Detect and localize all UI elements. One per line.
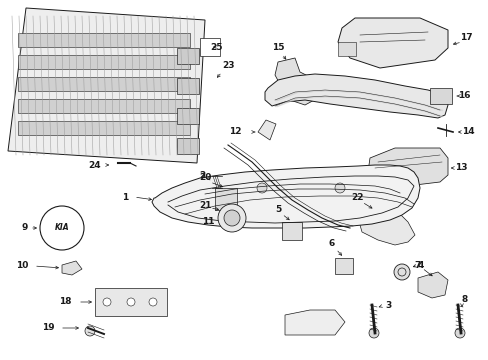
Polygon shape [258,120,275,140]
Text: 8: 8 [461,296,468,305]
Polygon shape [18,55,190,69]
Circle shape [368,328,378,338]
Text: 13: 13 [454,163,467,172]
Circle shape [393,264,409,280]
Text: 20: 20 [199,174,211,183]
Text: 10: 10 [16,261,28,270]
Circle shape [334,183,345,193]
Text: 19: 19 [42,324,55,333]
FancyBboxPatch shape [282,222,302,240]
Text: 24: 24 [88,161,101,170]
Text: 5: 5 [274,206,281,215]
FancyBboxPatch shape [429,88,451,104]
Polygon shape [62,261,82,275]
Circle shape [85,326,95,336]
FancyBboxPatch shape [177,48,199,64]
Circle shape [224,210,240,226]
Text: 25: 25 [209,42,222,51]
Polygon shape [18,99,190,113]
Circle shape [103,298,111,306]
FancyBboxPatch shape [334,258,352,274]
Polygon shape [337,18,447,68]
Polygon shape [8,8,204,163]
Polygon shape [264,74,447,118]
Text: 23: 23 [222,60,234,69]
Text: 9: 9 [21,224,28,233]
FancyBboxPatch shape [177,138,199,154]
Polygon shape [18,121,190,135]
FancyBboxPatch shape [337,42,355,56]
Polygon shape [367,148,447,185]
Circle shape [40,206,84,250]
Text: 1: 1 [122,193,128,202]
Circle shape [218,204,245,232]
Text: 22: 22 [351,194,364,202]
Text: 3: 3 [384,301,390,310]
Text: 11: 11 [202,217,215,226]
Text: 12: 12 [229,127,242,136]
FancyBboxPatch shape [200,38,220,56]
Circle shape [454,328,464,338]
Text: 14: 14 [461,127,474,136]
Circle shape [257,183,266,193]
Text: 16: 16 [457,91,469,100]
Text: KIA: KIA [55,224,69,233]
Text: 21: 21 [198,201,211,210]
Text: 2: 2 [198,171,204,180]
FancyBboxPatch shape [215,188,237,210]
Text: 6: 6 [328,239,334,248]
Text: 15: 15 [271,44,284,53]
Polygon shape [152,165,419,228]
Text: 4: 4 [417,261,424,270]
Text: 17: 17 [459,33,472,42]
Circle shape [149,298,157,306]
Polygon shape [357,210,414,245]
Text: 7: 7 [414,261,420,270]
Circle shape [127,298,135,306]
Polygon shape [18,77,190,91]
Text: 18: 18 [60,297,72,306]
FancyBboxPatch shape [177,78,199,94]
Polygon shape [417,272,447,298]
FancyBboxPatch shape [177,108,199,124]
Polygon shape [274,58,317,105]
Polygon shape [285,310,345,335]
FancyBboxPatch shape [95,288,167,316]
Polygon shape [18,33,190,47]
